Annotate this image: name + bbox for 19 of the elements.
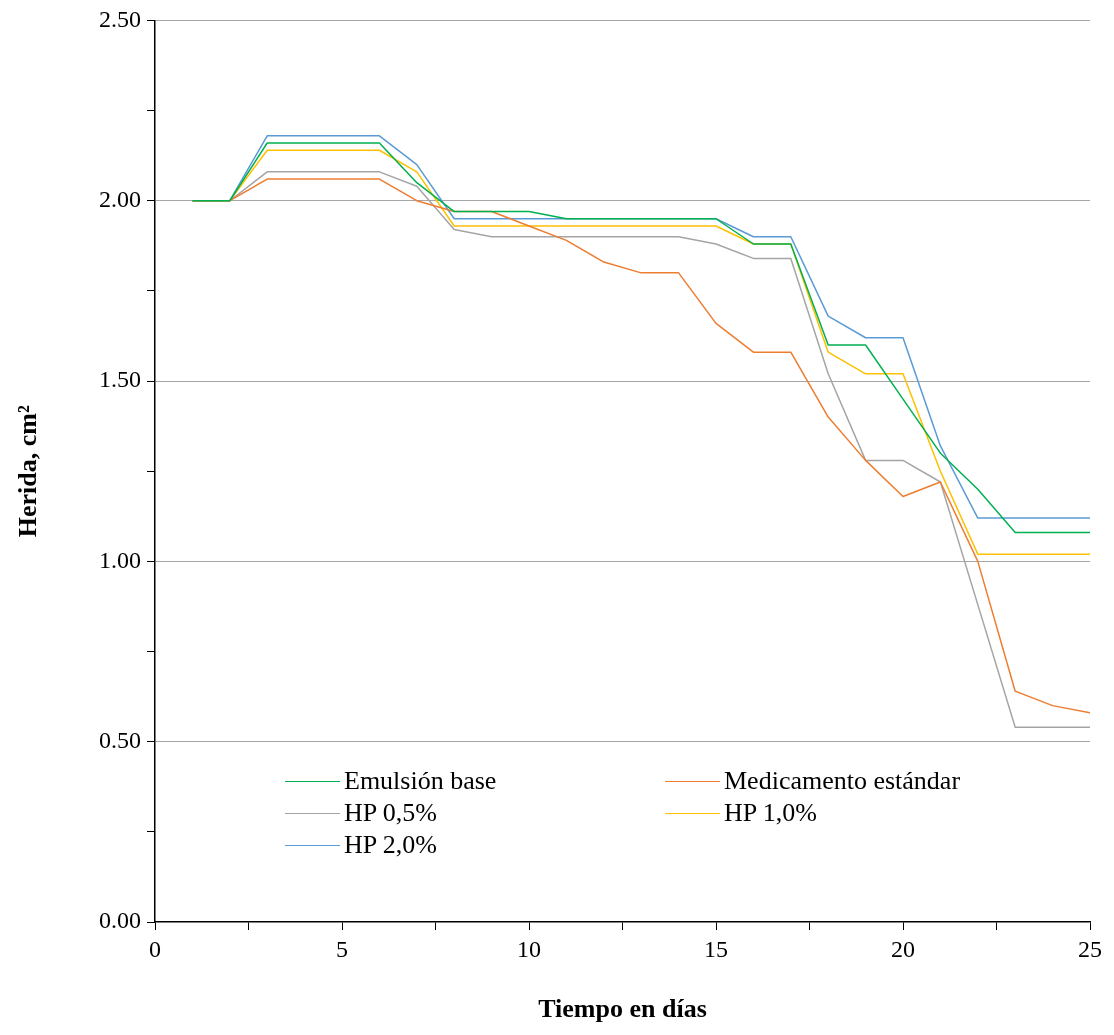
- y-axis-title: Herida, cm²: [13, 405, 43, 538]
- y-tick-label: 1.50: [99, 366, 141, 393]
- y-tick-label: 0.00: [99, 907, 141, 934]
- x-tick-label: 15: [704, 935, 728, 962]
- x-tick-label: 25: [1078, 935, 1102, 962]
- x-tick-label: 5: [336, 935, 348, 962]
- y-tick-label: 1.00: [99, 546, 141, 573]
- x-tick-label: 20: [891, 935, 915, 962]
- legend-label: Emulsión base: [344, 766, 497, 796]
- x-tick-label: 10: [517, 935, 541, 962]
- x-tick-label: 0: [149, 935, 161, 962]
- y-tick-label: 0.50: [99, 726, 141, 753]
- y-tick-label: 2.50: [99, 5, 141, 32]
- y-tick-label: 2.00: [99, 186, 141, 213]
- legend-label: HP 0,5%: [344, 798, 437, 828]
- legend-label: HP 2,0%: [344, 830, 437, 860]
- legend-label: Medicamento estándar: [724, 766, 961, 796]
- x-axis-title: Tiempo en días: [538, 994, 707, 1024]
- legend-label: HP 1,0%: [724, 798, 817, 828]
